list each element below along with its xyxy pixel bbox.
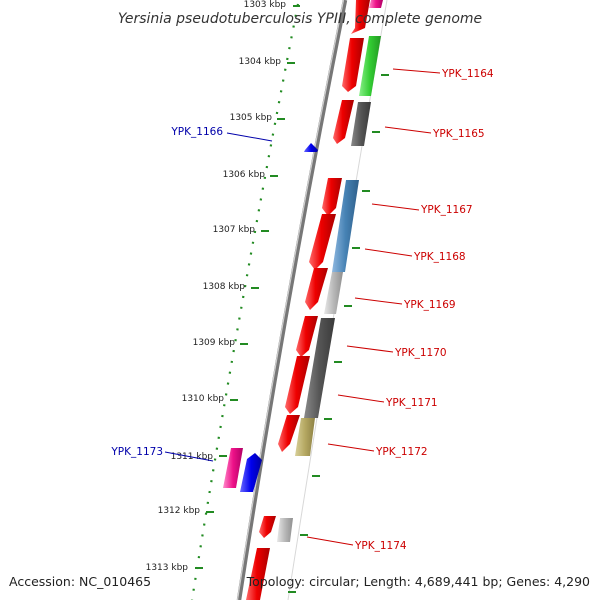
- gene-cds-1171[interactable]: [285, 356, 310, 414]
- scale-line: [190, 3, 300, 600]
- gene-label-1173[interactable]: YPK_1173: [110, 446, 163, 458]
- gene-label-1168[interactable]: YPK_1168: [413, 251, 466, 263]
- kbp-label-1303: 1303 kbp: [244, 0, 287, 10]
- gene-cds-1164[interactable]: [342, 38, 364, 92]
- map-title: Yersinia pseudotuberculosis YPIII, compl…: [118, 11, 482, 27]
- gene-label-1164[interactable]: YPK_1164: [441, 68, 494, 80]
- gene-labels: YPK_1164 YPK_1165 YPK_1166 YPK_1167 YPK_…: [110, 68, 494, 552]
- genome-backbone: [236, 0, 348, 600]
- accession-text: Accession: NC_010465: [9, 574, 151, 589]
- gene-cds-top[interactable]: [351, 0, 370, 34]
- gene-cds-1170[interactable]: [296, 316, 318, 357]
- label-connectors: [164, 68, 441, 546]
- kbp-label-1310: 1310 kbp: [182, 394, 225, 404]
- kbp-label-1306: 1306 kbp: [223, 170, 266, 180]
- feature-light-1174[interactable]: [277, 518, 293, 542]
- forward-strand-genes: [246, 0, 370, 600]
- gene-label-1166[interactable]: YPK_1166: [170, 126, 223, 138]
- gene-cds-1165[interactable]: [333, 100, 354, 144]
- gene-cds-1173b[interactable]: [240, 453, 262, 492]
- gene-cds-1167[interactable]: [322, 178, 342, 216]
- kbp-label-1304: 1304 kbp: [239, 57, 282, 67]
- feature-green-1164[interactable]: [359, 36, 381, 96]
- gene-label-1172[interactable]: YPK_1172: [375, 446, 428, 458]
- feature-steel-1167[interactable]: [332, 180, 359, 272]
- reverse-strand-genes: [223, 143, 318, 492]
- kbp-label-1305: 1305 kbp: [230, 113, 273, 123]
- genome-backbone-highlight: [236, 0, 345, 600]
- gene-cds-1172[interactable]: [278, 415, 300, 452]
- gene-cds-1169[interactable]: [305, 268, 328, 310]
- kbp-label-1312: 1312 kbp: [158, 506, 201, 516]
- gene-label-1167[interactable]: YPK_1167: [420, 204, 473, 216]
- feature-dark-1170[interactable]: [304, 318, 335, 418]
- outer-track-ticks: [288, 74, 389, 593]
- gene-cds-1173a[interactable]: [223, 448, 243, 488]
- gene-cds-bottom[interactable]: [246, 548, 270, 600]
- feature-khaki-1172[interactable]: [295, 418, 315, 456]
- kbp-label-1309: 1309 kbp: [193, 338, 236, 348]
- kbp-label-1308: 1308 kbp: [203, 282, 246, 292]
- feature-light-1169[interactable]: [324, 272, 343, 314]
- feature-dark-1165[interactable]: [351, 102, 371, 146]
- forward-outer-features: [277, 0, 383, 542]
- gene-cds-1166[interactable]: [304, 143, 318, 152]
- feature-pink-top[interactable]: [369, 0, 383, 8]
- gene-label-1174[interactable]: YPK_1174: [354, 540, 407, 552]
- kbp-label-1307: 1307 kbp: [213, 225, 256, 235]
- gene-label-1169[interactable]: YPK_1169: [403, 299, 456, 311]
- gene-cds-1168[interactable]: [309, 214, 336, 270]
- gene-label-1171[interactable]: YPK_1171: [385, 397, 438, 409]
- gene-label-1170[interactable]: YPK_1170: [394, 347, 447, 359]
- scale-ticks: 1303 kbp 1304 kbp 1305 kbp 1306 kbp 1307…: [146, 0, 300, 573]
- topology-text: Topology: circular; Length: 4,689,441 bp…: [246, 574, 590, 589]
- gene-label-1165[interactable]: YPK_1165: [432, 128, 485, 140]
- gene-cds-1174[interactable]: [259, 516, 276, 538]
- kbp-label-1313: 1313 kbp: [146, 563, 189, 573]
